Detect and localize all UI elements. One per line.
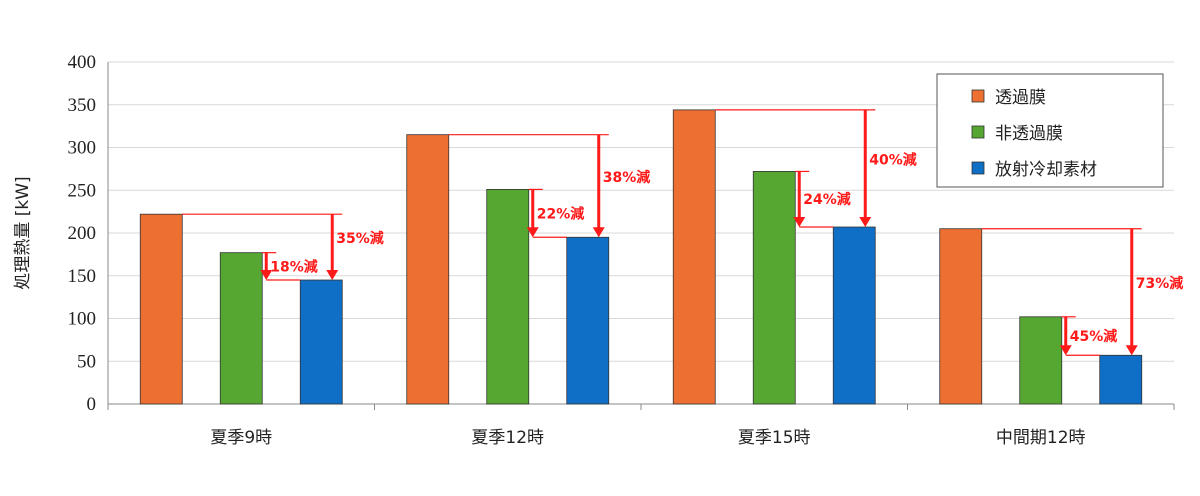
bar (299, 279, 343, 405)
legend-label: 透過膜 (995, 88, 1046, 108)
bar (752, 171, 796, 405)
annotation-label: 40%減 (869, 151, 917, 168)
y-tick-label: 350 (68, 95, 97, 116)
x-tick-label: 夏季15時 (738, 428, 811, 448)
legend-label: 非透過膜 (995, 124, 1063, 144)
legend-swatch (971, 89, 985, 103)
x-tick-label: 夏季12時 (471, 428, 544, 448)
x-tick-label: 夏季9時 (210, 428, 272, 448)
bar (139, 213, 183, 405)
y-tick-label: 50 (77, 351, 96, 372)
bar (672, 109, 716, 405)
y-tick-label: 200 (68, 223, 97, 244)
arrow-head (1059, 345, 1072, 356)
bar (832, 226, 876, 405)
legend-label: 放射冷却素材 (995, 160, 1097, 180)
arrow-head (260, 270, 273, 281)
y-tick-label: 400 (68, 52, 97, 73)
y-tick-label: 150 (68, 266, 97, 287)
y-tick-label: 300 (68, 138, 97, 159)
y-tick-label: 250 (68, 180, 97, 201)
arrow-head (859, 217, 872, 228)
legend-swatch (971, 125, 985, 139)
bar (1099, 354, 1143, 405)
annotation-label: 24%減 (803, 191, 851, 208)
y-tick-label: 100 (68, 309, 97, 330)
bar (406, 134, 450, 405)
bar (566, 236, 610, 405)
bar (939, 228, 983, 405)
bar (219, 252, 263, 405)
arrow-head (1125, 345, 1138, 356)
arrow-head (526, 227, 539, 238)
bar (1019, 316, 1063, 405)
arrow-head (793, 217, 806, 228)
arrow-head (592, 227, 605, 238)
y-tick-label: 0 (87, 394, 97, 415)
legend-swatch (971, 161, 985, 175)
annotation-label: 38%減 (603, 169, 651, 186)
annotation-label: 35%減 (336, 230, 384, 247)
y-axis-label: 処理熱量 [kW] (13, 176, 33, 289)
annotation-label: 22%減 (537, 205, 585, 222)
annotation-label: 18%減 (270, 258, 318, 275)
annotation-label: 73%減 (1136, 275, 1184, 292)
bar (486, 188, 530, 405)
arrow-head (326, 270, 339, 281)
annotation-label: 45%減 (1070, 328, 1118, 345)
x-tick-label: 中間期12時 (996, 428, 1086, 448)
